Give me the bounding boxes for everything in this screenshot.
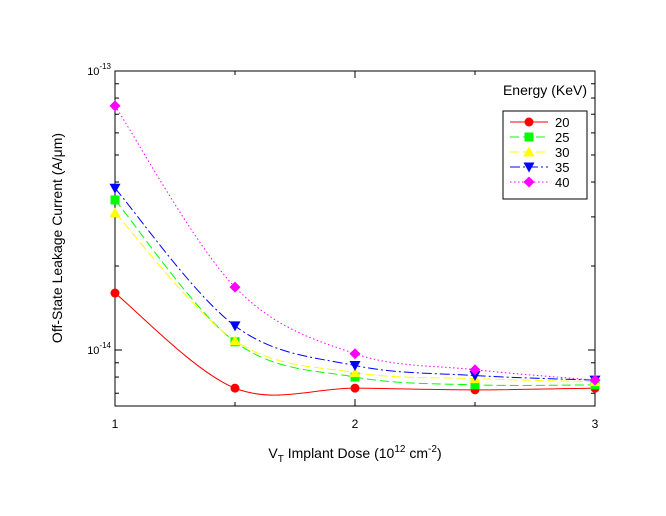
- y-tick-label: 10-14: [87, 341, 111, 357]
- legend-label-35: 35: [555, 160, 569, 175]
- data-point-30: [229, 335, 241, 346]
- x-tick-label: 2: [352, 417, 359, 431]
- series-line-20: [114, 292, 596, 396]
- data-point-40: [469, 364, 481, 376]
- legend-label-40: 40: [555, 175, 569, 190]
- data-point-20: [230, 383, 240, 393]
- legend-marker-25: [524, 132, 534, 142]
- legend-label-30: 30: [555, 145, 569, 160]
- y-axis-label: Off-State Leakage Current (A/μm): [49, 133, 65, 343]
- series-line-25: [114, 199, 596, 386]
- series-line-35: [114, 187, 596, 381]
- data-point-40: [229, 281, 241, 293]
- data-point-35: [229, 321, 241, 332]
- data-point-35: [469, 371, 481, 382]
- data-point-30: [109, 207, 121, 218]
- legend-marker-40: [523, 176, 535, 188]
- x-tick-label: 3: [592, 417, 599, 431]
- x-axis-label: VT Implant Dose (1012 cm-2): [268, 444, 441, 465]
- data-point-40: [349, 348, 361, 360]
- data-point-40: [109, 100, 121, 112]
- data-point-30: [349, 367, 361, 378]
- data-point-40: [589, 374, 601, 386]
- data-point-25: [110, 195, 120, 205]
- data-point-35: [109, 183, 121, 194]
- data-point-20: [110, 288, 120, 298]
- x-tick-label: 1: [112, 417, 119, 431]
- legend-label-25: 25: [555, 130, 569, 145]
- data-point-20: [350, 383, 360, 393]
- legend-box: [502, 110, 588, 200]
- legend-marker-20: [524, 117, 534, 127]
- legend-marker-35: [523, 162, 535, 173]
- data-point-25: [470, 380, 480, 390]
- data-point-35: [349, 361, 361, 372]
- series-line-30: [114, 212, 596, 383]
- legend-label-20: 20: [555, 115, 569, 130]
- series-line-40: [114, 105, 596, 381]
- y-tick-label: 10-13: [87, 62, 111, 78]
- legend-marker-30: [523, 146, 535, 157]
- legend-title: Energy (KeV): [503, 82, 587, 98]
